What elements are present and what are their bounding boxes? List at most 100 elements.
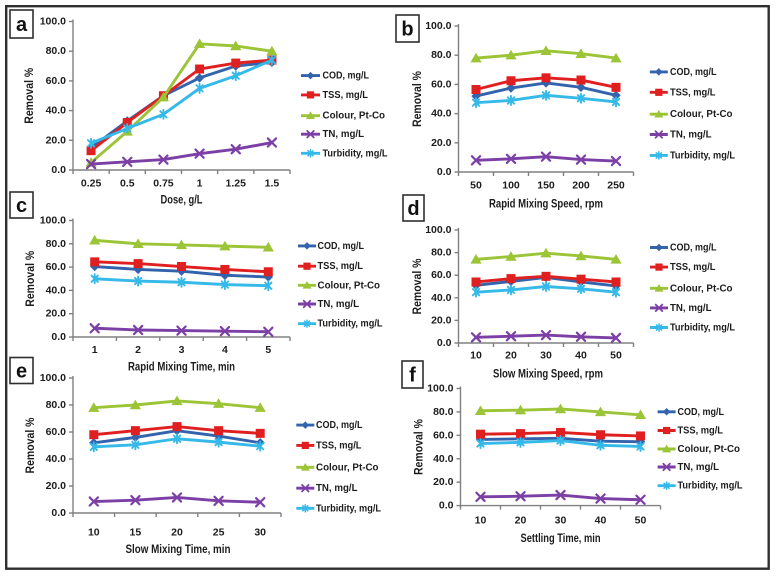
svg-text:10: 10 <box>475 515 487 527</box>
svg-text:Slow Mixing Time, min: Slow Mixing Time, min <box>126 544 231 556</box>
svg-text:150: 150 <box>537 180 555 192</box>
svg-text:Turbidity, mg/L: Turbidity, mg/L <box>323 147 389 159</box>
svg-text:80.0: 80.0 <box>431 49 452 61</box>
svg-text:50: 50 <box>610 350 622 362</box>
svg-text:0.0: 0.0 <box>51 164 66 176</box>
svg-text:200: 200 <box>572 180 590 192</box>
svg-text:0.75: 0.75 <box>153 178 174 190</box>
svg-text:20: 20 <box>171 527 183 539</box>
svg-text:100.0: 100.0 <box>427 383 453 395</box>
svg-text:20.0: 20.0 <box>46 480 67 492</box>
svg-text:0.0: 0.0 <box>439 500 454 512</box>
svg-text:1: 1 <box>197 178 203 190</box>
svg-text:60.0: 60.0 <box>433 429 454 441</box>
svg-text:Removal %: Removal % <box>25 418 37 474</box>
svg-text:Removal %: Removal % <box>412 71 424 127</box>
svg-text:COD, mg/L: COD, mg/L <box>323 70 370 82</box>
svg-text:40.0: 40.0 <box>46 284 67 296</box>
svg-text:5: 5 <box>265 344 271 356</box>
svg-text:Removal %: Removal % <box>414 419 426 475</box>
svg-text:TN, mg/L: TN, mg/L <box>323 128 365 140</box>
svg-text:20.0: 20.0 <box>46 308 67 320</box>
svg-text:COD, mg/L: COD, mg/L <box>316 419 363 431</box>
svg-text:Turbidity, mg/L: Turbidity, mg/L <box>670 322 736 334</box>
svg-text:10: 10 <box>470 350 482 362</box>
svg-text:TN, mg/L: TN, mg/L <box>678 461 720 473</box>
svg-text:TN, mg/L: TN, mg/L <box>670 302 712 314</box>
svg-text:3: 3 <box>179 344 185 356</box>
svg-text:COD, mg/L: COD, mg/L <box>678 406 725 418</box>
svg-text:60.0: 60.0 <box>46 261 67 273</box>
svg-text:80.0: 80.0 <box>431 247 452 259</box>
svg-text:40.0: 40.0 <box>46 105 67 117</box>
svg-text:30: 30 <box>555 515 567 527</box>
svg-text:0.0: 0.0 <box>437 166 452 178</box>
svg-text:100.0: 100.0 <box>40 16 66 28</box>
svg-text:100: 100 <box>502 180 520 192</box>
svg-text:50: 50 <box>470 180 482 192</box>
svg-text:TSS, mg/L: TSS, mg/L <box>670 86 716 98</box>
svg-text:60.0: 60.0 <box>46 426 67 438</box>
svg-text:100.0: 100.0 <box>40 215 66 227</box>
svg-text:TN, mg/L: TN, mg/L <box>670 129 712 141</box>
svg-text:Colour, Pt-Co: Colour, Pt-Co <box>670 108 733 120</box>
svg-text:40.0: 40.0 <box>433 453 454 465</box>
svg-text:20.0: 20.0 <box>433 476 454 488</box>
svg-text:Dose, g/L: Dose, g/L <box>161 195 203 207</box>
svg-text:Rapid Mixing Speed, rpm: Rapid Mixing Speed, rpm <box>489 199 603 211</box>
svg-text:0.0: 0.0 <box>51 507 66 519</box>
svg-text:Slow Mixing Speed, rpm: Slow Mixing Speed, rpm <box>493 369 603 381</box>
svg-text:TSS, mg/L: TSS, mg/L <box>678 425 724 437</box>
svg-text:40.0: 40.0 <box>46 453 67 465</box>
svg-text:Removal %: Removal % <box>25 251 37 307</box>
svg-text:80.0: 80.0 <box>433 406 454 418</box>
svg-text:100.0: 100.0 <box>425 20 451 32</box>
svg-text:Turbidity, mg/L: Turbidity, mg/L <box>670 149 736 161</box>
svg-text:15: 15 <box>130 527 142 539</box>
svg-text:2: 2 <box>135 344 141 356</box>
svg-text:a: a <box>16 14 28 36</box>
svg-text:f: f <box>409 365 416 387</box>
svg-text:50: 50 <box>635 515 647 527</box>
svg-text:0.25: 0.25 <box>81 178 102 190</box>
svg-text:30: 30 <box>254 527 266 539</box>
svg-text:COD, mg/L: COD, mg/L <box>670 66 717 78</box>
svg-text:20.0: 20.0 <box>46 134 67 146</box>
svg-text:b: b <box>401 19 413 41</box>
svg-text:60.0: 60.0 <box>46 75 67 87</box>
svg-text:20: 20 <box>515 515 527 527</box>
svg-text:TSS, mg/L: TSS, mg/L <box>323 89 369 101</box>
svg-text:Colour, Pt-Co: Colour, Pt-Co <box>670 282 733 294</box>
svg-text:Turbidity, mg/L: Turbidity, mg/L <box>318 318 384 330</box>
svg-text:Turbidity, mg/L: Turbidity, mg/L <box>678 480 744 492</box>
svg-text:Turbidity, mg/L: Turbidity, mg/L <box>316 502 382 514</box>
svg-text:80.0: 80.0 <box>46 399 67 411</box>
svg-text:Removal %: Removal % <box>412 259 424 315</box>
svg-text:TN, mg/L: TN, mg/L <box>318 298 360 310</box>
svg-text:COD, mg/L: COD, mg/L <box>670 242 717 254</box>
svg-text:Removal %: Removal % <box>24 68 36 124</box>
svg-text:60.0: 60.0 <box>431 78 452 90</box>
svg-text:80.0: 80.0 <box>46 45 67 57</box>
svg-text:d: d <box>407 198 419 220</box>
svg-text:0.0: 0.0 <box>51 331 66 343</box>
svg-text:1: 1 <box>92 344 98 356</box>
svg-text:TSS, mg/L: TSS, mg/L <box>670 261 716 273</box>
svg-text:Colour, Pt-Co: Colour, Pt-Co <box>316 461 379 473</box>
svg-text:COD, mg/L: COD, mg/L <box>318 240 365 252</box>
svg-text:40: 40 <box>595 515 607 527</box>
svg-text:1.5: 1.5 <box>265 178 280 190</box>
svg-text:e: e <box>16 361 27 383</box>
svg-text:c: c <box>16 195 27 217</box>
svg-text:25: 25 <box>213 527 225 539</box>
svg-text:Rapid Mixing Time, min: Rapid Mixing Time, min <box>128 362 235 374</box>
svg-text:100.0: 100.0 <box>425 224 451 236</box>
svg-text:40.0: 40.0 <box>431 292 452 304</box>
svg-text:0.0: 0.0 <box>437 337 452 349</box>
svg-text:40: 40 <box>575 350 587 362</box>
svg-text:Colour, Pt-Co: Colour, Pt-Co <box>678 443 741 455</box>
svg-text:TSS, mg/L: TSS, mg/L <box>316 439 362 451</box>
svg-text:0.5: 0.5 <box>120 178 135 190</box>
svg-text:30: 30 <box>540 350 552 362</box>
svg-text:1.25: 1.25 <box>226 178 247 190</box>
